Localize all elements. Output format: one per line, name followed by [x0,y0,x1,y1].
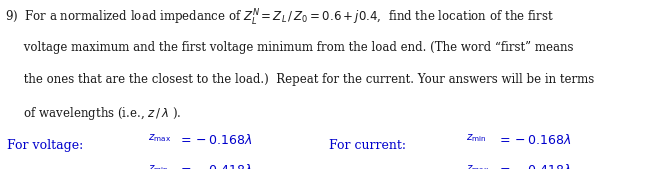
Text: 9)  For a normalized load impedance of $Z_L^N = Z_L\,/\,Z_0 = 0.6 + j0.4$,  find: 9) For a normalized load impedance of $Z… [5,8,554,28]
Text: $= -0.168\lambda$: $= -0.168\lambda$ [178,133,252,147]
Text: $= -0.168\lambda$: $= -0.168\lambda$ [497,133,571,147]
Text: of wavelengths (i.e., $z\,/\,\lambda$ ).: of wavelengths (i.e., $z\,/\,\lambda$ ). [5,105,182,122]
Text: $z_{\mathrm{max}}$: $z_{\mathrm{max}}$ [466,163,489,169]
Text: $z_{\mathrm{min}}$: $z_{\mathrm{min}}$ [148,163,168,169]
Text: $= -0.418\lambda$: $= -0.418\lambda$ [497,163,571,169]
Text: For current:: For current: [329,139,406,152]
Text: voltage maximum and the first voltage minimum from the load end. (The word “firs: voltage maximum and the first voltage mi… [5,41,574,54]
Text: $z_{\mathrm{min}}$: $z_{\mathrm{min}}$ [466,133,487,144]
Text: For voltage:: For voltage: [7,139,83,152]
Text: $= -0.418\lambda$: $= -0.418\lambda$ [178,163,252,169]
Text: $z_{\mathrm{max}}$: $z_{\mathrm{max}}$ [148,133,170,144]
Text: the ones that are the closest to the load.)  Repeat for the current. Your answer: the ones that are the closest to the loa… [5,73,595,86]
